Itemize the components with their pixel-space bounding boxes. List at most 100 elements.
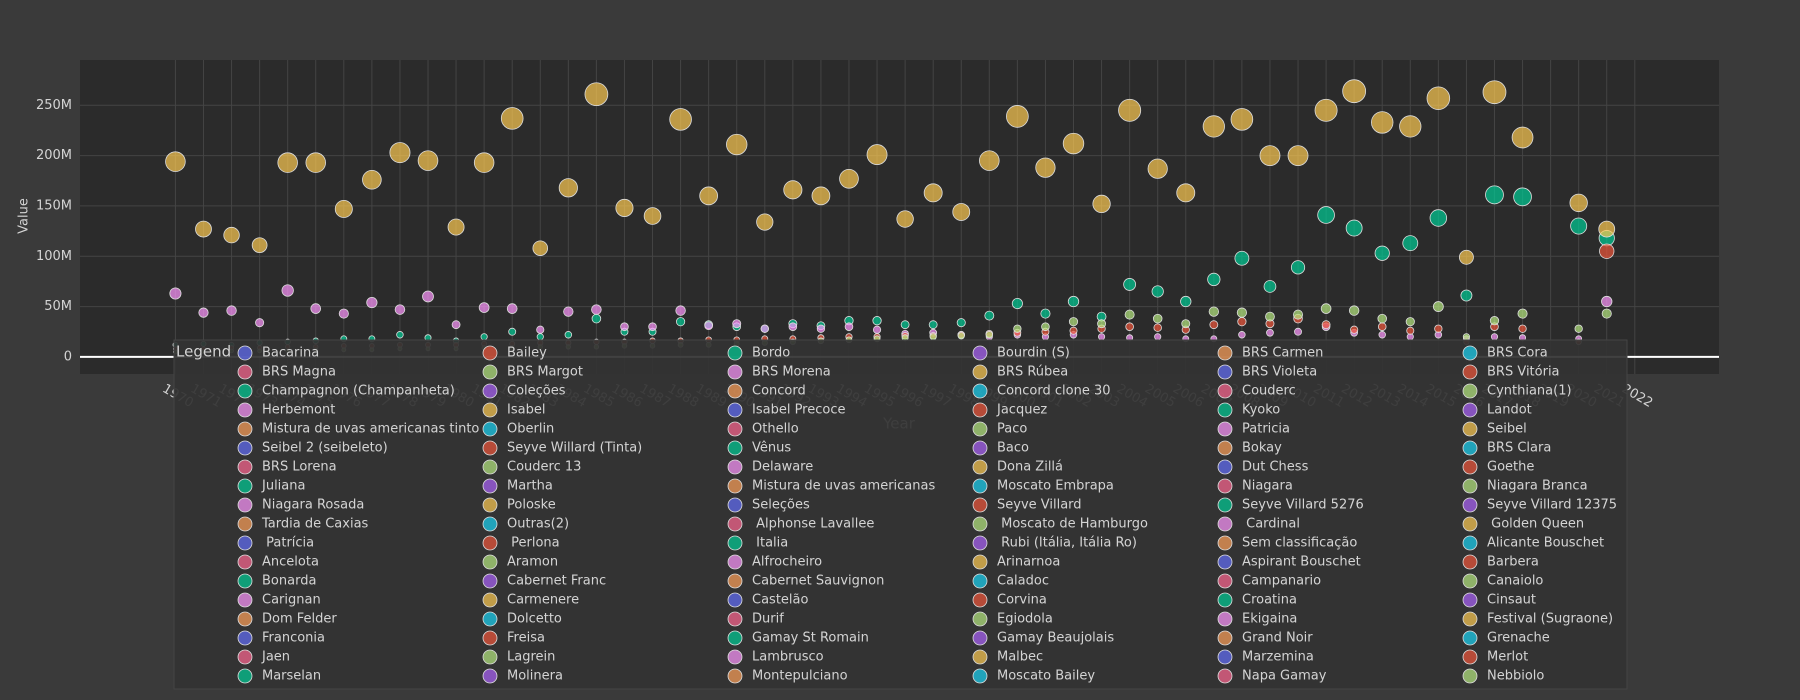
legend-marker[interactable] (1217, 535, 1233, 551)
legend-label[interactable]: Lambrusco (752, 650, 824, 665)
legend-marker[interactable] (1217, 383, 1233, 399)
legend-marker[interactable] (727, 649, 743, 665)
legend-marker[interactable] (482, 554, 498, 570)
legend-label[interactable]: Othello (752, 422, 799, 437)
legend-label[interactable]: Cinsaut (1487, 593, 1536, 608)
legend-marker[interactable] (972, 535, 988, 551)
legend-label[interactable]: Rubi (Itália, Itália Ro) (997, 536, 1137, 551)
legend-label[interactable]: Napa Gamay (1242, 669, 1327, 684)
legend-marker[interactable] (972, 516, 988, 532)
legend-marker[interactable] (237, 668, 253, 684)
legend-marker[interactable] (1462, 364, 1478, 380)
legend-marker[interactable] (972, 497, 988, 513)
legend-label[interactable]: Seyve Villard 5276 (1242, 498, 1364, 513)
legend-marker[interactable] (1462, 459, 1478, 475)
legend-label[interactable]: Grand Noir (1242, 631, 1313, 646)
legend-label[interactable]: Seleções (752, 498, 810, 513)
legend-marker[interactable] (1462, 345, 1478, 361)
legend-marker[interactable] (972, 649, 988, 665)
legend-label[interactable]: BRS Rúbea (997, 365, 1068, 380)
legend-label[interactable]: Carignan (262, 593, 321, 608)
legend-marker[interactable] (972, 383, 988, 399)
legend-label[interactable]: Bokay (1242, 441, 1282, 456)
legend-label[interactable]: Juliana (261, 479, 305, 494)
legend-label[interactable]: Aspirant Bouschet (1242, 555, 1361, 570)
legend-label[interactable]: BRS Cora (1487, 346, 1548, 361)
legend-marker[interactable] (1217, 402, 1233, 418)
legend-marker[interactable] (972, 554, 988, 570)
legend-label[interactable]: BRS Clara (1487, 441, 1551, 456)
legend-marker[interactable] (237, 497, 253, 513)
legend-label[interactable]: BRS Morena (752, 365, 831, 380)
legend-marker[interactable] (727, 516, 743, 532)
legend-marker[interactable] (482, 364, 498, 380)
legend-label[interactable]: Marzemina (1242, 650, 1314, 665)
legend-label[interactable]: Delaware (752, 460, 813, 475)
legend-marker[interactable] (727, 440, 743, 456)
legend-label[interactable]: Bailey (507, 346, 547, 361)
legend-marker[interactable] (482, 535, 498, 551)
legend-label[interactable]: Jacquez (996, 403, 1047, 418)
legend-label[interactable]: Arinarnoa (997, 555, 1060, 570)
legend-label[interactable]: BRS Margot (507, 365, 583, 380)
legend-marker[interactable] (1462, 383, 1478, 399)
legend-label[interactable]: Goethe (1487, 460, 1534, 475)
legend-marker[interactable] (1462, 421, 1478, 437)
legend-marker[interactable] (482, 649, 498, 665)
legend-marker[interactable] (482, 592, 498, 608)
legend-marker[interactable] (1217, 630, 1233, 646)
legend-label[interactable]: Campanario (1242, 574, 1321, 589)
legend-marker[interactable] (1217, 478, 1233, 494)
legend-label[interactable]: Paco (997, 422, 1027, 437)
legend-label[interactable]: Croatina (1242, 593, 1297, 608)
legend-label[interactable]: Dona Zillá (997, 460, 1063, 475)
legend-label[interactable]: Moscato Bailey (997, 669, 1095, 684)
legend-marker[interactable] (1462, 554, 1478, 570)
legend-marker[interactable] (237, 440, 253, 456)
legend-marker[interactable] (482, 497, 498, 513)
legend-marker[interactable] (1462, 402, 1478, 418)
legend-marker[interactable] (972, 364, 988, 380)
legend-label[interactable]: Grenache (1487, 631, 1550, 646)
legend-label[interactable]: Bordo (752, 346, 790, 361)
legend-label[interactable]: Jaen (261, 650, 290, 665)
legend-marker[interactable] (727, 611, 743, 627)
legend-label[interactable]: Ancelota (262, 555, 319, 570)
legend-label[interactable]: Couderc 13 (507, 460, 581, 475)
legend-marker[interactable] (1217, 668, 1233, 684)
legend-label[interactable]: Isabel (507, 403, 545, 418)
legend-label[interactable]: Carmenere (507, 593, 579, 608)
legend-marker[interactable] (237, 459, 253, 475)
legend-marker[interactable] (237, 478, 253, 494)
legend-marker[interactable] (1217, 364, 1233, 380)
legend-marker[interactable] (237, 611, 253, 627)
legend-marker[interactable] (727, 421, 743, 437)
legend-marker[interactable] (237, 402, 253, 418)
legend-label[interactable]: Niagara (1242, 479, 1293, 494)
legend-marker[interactable] (1217, 649, 1233, 665)
legend-marker[interactable] (1217, 554, 1233, 570)
legend-marker[interactable] (727, 592, 743, 608)
legend-label[interactable]: Cardinal (1242, 517, 1300, 532)
legend-marker[interactable] (1462, 668, 1478, 684)
legend-marker[interactable] (237, 364, 253, 380)
legend-label[interactable]: Bourdin (S) (997, 346, 1070, 361)
legend-marker[interactable] (482, 630, 498, 646)
legend-label[interactable]: Merlot (1487, 650, 1528, 665)
legend-label[interactable]: Golden Queen (1487, 517, 1584, 532)
legend-label[interactable]: Mistura de uvas americanas (752, 479, 935, 494)
legend-marker[interactable] (727, 630, 743, 646)
legend-label[interactable]: Patrícia (262, 536, 314, 551)
legend-label[interactable]: Perlona (507, 536, 560, 551)
legend-marker[interactable] (1217, 440, 1233, 456)
legend-label[interactable]: Alfrocheiro (752, 555, 822, 570)
legend-label[interactable]: Champagnon (Champanheta) (262, 384, 455, 399)
legend-marker[interactable] (237, 649, 253, 665)
legend-marker[interactable] (1217, 459, 1233, 475)
legend-label[interactable]: Malbec (997, 650, 1043, 665)
legend-label[interactable]: Bacarina (262, 346, 319, 361)
legend-label[interactable]: Seyve Villard (997, 498, 1082, 513)
legend-label[interactable]: Nebbiolo (1487, 669, 1544, 684)
legend-marker[interactable] (727, 345, 743, 361)
legend-label[interactable]: Vênus (752, 441, 791, 456)
